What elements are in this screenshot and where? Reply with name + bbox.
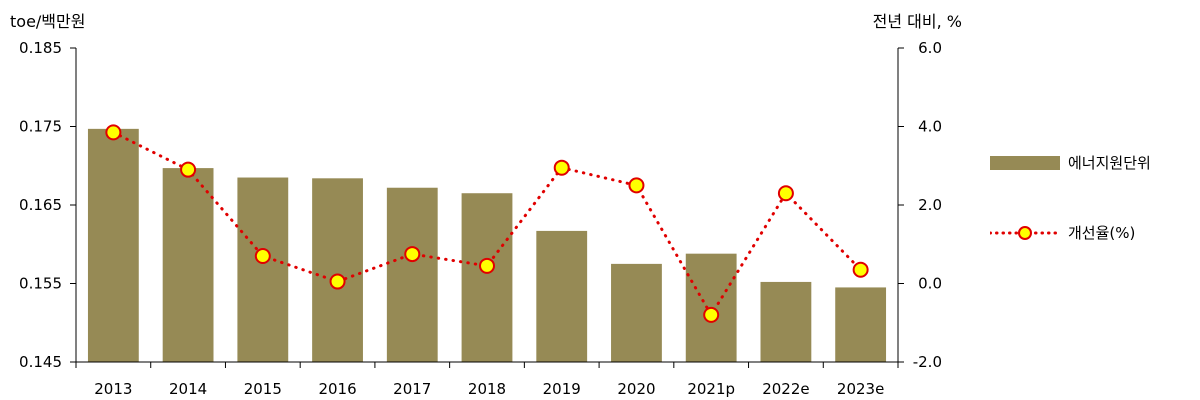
improvement-point-2020 bbox=[628, 177, 645, 194]
bar-2018 bbox=[461, 193, 513, 362]
ticks-layer: 0.145 0.155 0.165 0.175 0.185 -2.0 0.0 2.0 4.0 6.… bbox=[19, 39, 942, 398]
bar-2015 bbox=[237, 177, 289, 362]
left-tick-label: 0.175 bbox=[19, 118, 62, 136]
legend-item-line: 개선율(%) bbox=[990, 222, 1135, 243]
legend-bar-swatch bbox=[990, 155, 1060, 170]
legend-line-label: 개선율(%) bbox=[1068, 224, 1136, 242]
x-tick-label: 2018 bbox=[468, 380, 506, 398]
x-tick-label: 2021p bbox=[687, 380, 735, 398]
improvement-point-2022e bbox=[777, 185, 794, 202]
left-axis-label: toe/백만원 bbox=[10, 12, 85, 31]
improvement-point-2013 bbox=[105, 124, 122, 141]
bar-2022e bbox=[760, 281, 812, 362]
right-tick-label: 6.0 bbox=[918, 39, 942, 57]
right-tick-label: 4.0 bbox=[918, 118, 942, 136]
right-tick-label: 0.0 bbox=[918, 275, 942, 293]
improvement-point-2018 bbox=[479, 257, 495, 274]
right-tick-label: 2.0 bbox=[918, 196, 942, 214]
x-tick-label: 2020 bbox=[617, 380, 655, 398]
improvement-line-layer bbox=[105, 124, 869, 323]
x-tick-label: 2019 bbox=[543, 380, 581, 398]
improvement-point-2017 bbox=[404, 246, 421, 263]
bar-2014 bbox=[162, 168, 214, 362]
improvement-point-2019 bbox=[553, 159, 570, 176]
left-tick-label: 0.185 bbox=[19, 39, 62, 57]
x-tick-label: 2014 bbox=[169, 380, 207, 398]
bars-layer bbox=[87, 128, 887, 362]
left-tick-label: 0.145 bbox=[19, 353, 62, 371]
bar-2019 bbox=[536, 230, 588, 362]
bar-2017 bbox=[386, 187, 438, 362]
x-tick-label: 2016 bbox=[318, 380, 356, 398]
improvement-point-2016 bbox=[329, 273, 346, 290]
bar-2013 bbox=[87, 128, 139, 362]
left-tick-label: 0.165 bbox=[19, 196, 62, 214]
left-tick-label: 0.155 bbox=[19, 275, 62, 293]
x-tick-label: 2023e bbox=[837, 380, 884, 398]
bar-2023e bbox=[835, 287, 887, 362]
bar-2020 bbox=[611, 263, 662, 362]
improvement-point-2014 bbox=[180, 161, 197, 178]
improvement-point-2021p bbox=[703, 306, 720, 323]
x-tick-label: 2017 bbox=[393, 380, 431, 398]
right-tick-label: -2.0 bbox=[913, 353, 942, 371]
x-tick-label: 2015 bbox=[244, 380, 282, 398]
x-tick-label: 2013 bbox=[94, 380, 132, 398]
improvement-point-2023e bbox=[852, 261, 869, 278]
improvement-point-2015 bbox=[254, 248, 271, 265]
right-axis-label: 전년 대비, % bbox=[873, 12, 962, 31]
x-tick-label: 2022e bbox=[762, 380, 809, 398]
legend-line-swatch bbox=[990, 225, 1060, 240]
bar-2016 bbox=[312, 178, 363, 362]
legend-item-bar: 에너지원단위 bbox=[990, 152, 1151, 173]
legend-bar-label: 에너지원단위 bbox=[1068, 154, 1151, 172]
